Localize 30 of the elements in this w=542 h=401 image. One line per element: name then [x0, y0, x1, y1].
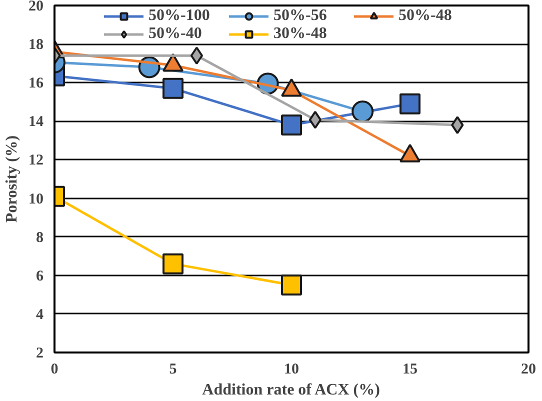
y-tick-label: 18 [28, 37, 44, 54]
point [400, 93, 420, 114]
point [190, 46, 204, 65]
legend-label: 50%-40 [148, 25, 203, 43]
y-tick-label: 8 [36, 230, 44, 246]
point [162, 78, 184, 99]
legend-label: 50%-56 [274, 7, 328, 25]
legend-label: 30%-48 [274, 25, 328, 43]
y-tick-label: 16 [28, 76, 44, 92]
point [308, 110, 322, 129]
point [451, 116, 464, 134]
y-tick-label: 12 [28, 152, 44, 169]
point [281, 114, 302, 136]
x-tick-label: 20 [521, 362, 536, 378]
legend-label: 50%-100 [148, 7, 211, 25]
y-tick-label: 20 [28, 0, 44, 14]
y-tick-label: 4 [36, 306, 44, 323]
y-tick-label: 2 [36, 346, 44, 362]
y-axis-title: Porosity (%) [4, 135, 20, 223]
point [162, 253, 184, 274]
y-tick-label: 10 [28, 191, 44, 208]
x-axis-title: Addition rate of ACX (%) [202, 382, 380, 398]
point [281, 274, 302, 296]
x-tick-label: 0 [50, 362, 58, 378]
x-tick-label: 15 [402, 362, 418, 378]
x-tick-label: 10 [284, 362, 299, 378]
y-tick-label: 6 [36, 268, 44, 284]
x-tick-label: 5 [169, 362, 177, 378]
legend-label: 50%-48 [398, 7, 453, 25]
y-tick-label: 14 [28, 114, 44, 130]
